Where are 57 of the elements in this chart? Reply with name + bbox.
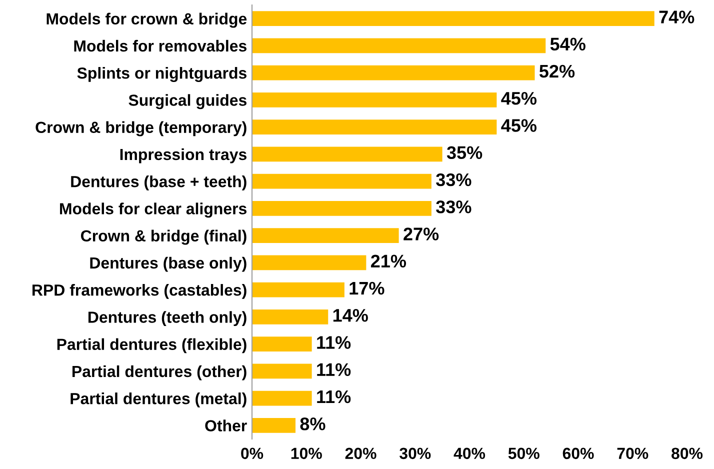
x-tick-label: 50% xyxy=(508,448,540,460)
data-label: 11% xyxy=(317,390,351,404)
data-label: 33% xyxy=(436,200,472,214)
bar xyxy=(252,228,399,244)
y-tick-label: Dentures (base only) xyxy=(90,256,246,272)
bar xyxy=(252,336,312,352)
x-tick-label: 0% xyxy=(241,448,264,460)
bar xyxy=(252,11,654,26)
bar xyxy=(252,200,432,216)
y-tick-label: Surgical guides xyxy=(128,94,246,110)
bar xyxy=(252,38,546,54)
y-tick-label: Models for removables xyxy=(74,40,246,52)
y-tick-label: Other xyxy=(205,420,247,432)
bar xyxy=(252,65,535,80)
data-label: 54% xyxy=(550,38,586,51)
bar xyxy=(252,309,328,324)
bar xyxy=(252,174,432,189)
x-tick-label: 30% xyxy=(400,448,431,460)
bar xyxy=(252,120,497,135)
data-label: 74% xyxy=(659,10,694,24)
x-tick-label: 70% xyxy=(617,448,648,460)
data-label: 17% xyxy=(350,282,384,295)
x-tick-label: 60% xyxy=(562,448,594,460)
data-label: 11% xyxy=(317,363,351,376)
bar xyxy=(252,255,366,270)
y-tick-label: Crown & bridge (final) xyxy=(80,230,246,245)
data-label: 45% xyxy=(501,92,537,105)
y-tick-label: Dentures (base + teeth) xyxy=(71,176,246,190)
y-tick-label: Splints or nightguards xyxy=(77,67,246,82)
bar xyxy=(252,146,442,162)
y-tick-label: Partial dentures (other) xyxy=(72,365,246,380)
y-tick-label: Partial dentures (metal) xyxy=(70,392,246,408)
data-label: 14% xyxy=(333,309,368,322)
bar xyxy=(252,282,344,298)
data-label: 52% xyxy=(539,64,575,78)
data-label: 33% xyxy=(436,173,472,186)
data-label: 35% xyxy=(446,146,482,160)
x-tick-label: 40% xyxy=(454,448,486,460)
y-tick-label: Partial dentures (flexible) xyxy=(57,338,246,354)
y-tick-label: Models for clear aligners xyxy=(60,202,246,218)
x-tick-label: 10% xyxy=(291,448,322,460)
y-tick-label: Models for crown & bridge xyxy=(46,12,247,28)
y-tick-label: Impression trays xyxy=(120,148,246,164)
data-label: 8% xyxy=(300,418,326,430)
y-tick-label: Crown & bridge (temporary) xyxy=(36,121,246,136)
bar xyxy=(252,418,296,433)
bar xyxy=(252,364,312,379)
data-label: 21% xyxy=(370,254,406,268)
x-tick-label: 80% xyxy=(672,448,703,460)
data-label: 27% xyxy=(404,228,439,240)
y-tick-label: Dentures (teeth only) xyxy=(88,311,246,326)
y-tick-label: RPD frameworks (castables) xyxy=(32,284,246,299)
x-tick-label: 20% xyxy=(345,448,376,460)
data-label: 45% xyxy=(501,119,537,132)
data-label: 11% xyxy=(317,336,351,349)
bar xyxy=(252,92,497,108)
bar xyxy=(252,390,312,406)
